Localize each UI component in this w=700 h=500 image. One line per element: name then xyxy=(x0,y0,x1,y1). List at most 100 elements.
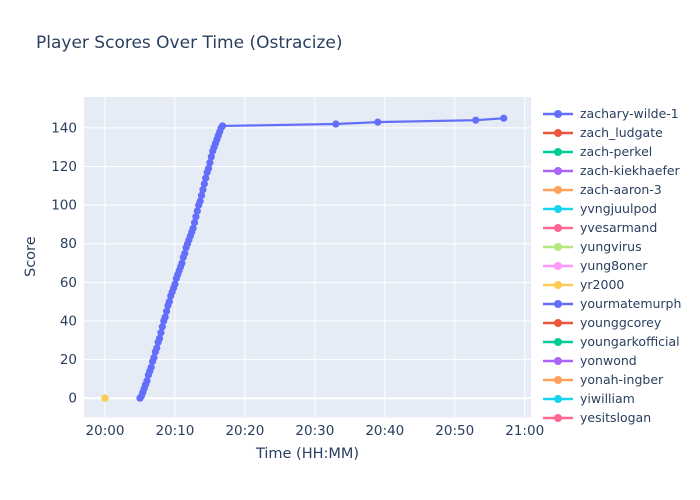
data-point xyxy=(158,323,166,331)
data-point xyxy=(193,207,201,215)
legend-label: yonah-ingber xyxy=(580,372,664,387)
data-point xyxy=(472,116,480,124)
legend-marker-icon xyxy=(543,413,573,422)
y-tick-label: 100 xyxy=(51,198,77,214)
data-point xyxy=(190,218,199,227)
legend-label: zach-kiekhaefer xyxy=(580,163,680,178)
data-point xyxy=(207,153,215,161)
legend-item[interactable]: zach_ludgate xyxy=(542,123,700,142)
y-tick-label: 60 xyxy=(60,275,77,291)
legend-label: yonwond xyxy=(580,353,637,368)
legend-item[interactable]: zachary-wilde-1 xyxy=(542,104,700,123)
x-tick-label: 20:10 xyxy=(155,423,194,439)
data-point xyxy=(178,259,186,267)
x-tick-label: 21:00 xyxy=(505,423,544,439)
data-point xyxy=(155,334,164,342)
data-point xyxy=(197,191,206,200)
y-tick-label: 0 xyxy=(68,391,77,407)
data-point xyxy=(202,174,210,182)
x-tick-label: 20:50 xyxy=(435,423,474,439)
legend-marker-icon xyxy=(543,242,573,251)
legend-label: youngarkofficial xyxy=(580,334,680,349)
legend-label: yung8oner xyxy=(580,258,648,273)
legend-item[interactable]: yvesarmand xyxy=(542,218,700,237)
x-tick-label: 20:40 xyxy=(365,423,404,439)
x-tick-label: 20:20 xyxy=(225,423,264,439)
y-tick-label: 80 xyxy=(60,236,77,252)
legend-item[interactable]: yonah-ingber xyxy=(542,370,700,389)
data-point xyxy=(192,213,200,221)
legend-item[interactable]: zach-perkel xyxy=(542,142,700,161)
data-point xyxy=(150,354,158,362)
plot-area[interactable] xyxy=(84,97,531,418)
legend-item[interactable]: yr2000 xyxy=(542,275,700,294)
legend-label: zach-aaron-3 xyxy=(580,182,662,197)
legend-label: yungvirus xyxy=(580,239,642,254)
y-tick-label: 140 xyxy=(51,120,77,136)
legend-marker-icon xyxy=(543,337,573,346)
legend: zachary-wilde-1 zach_ludgate zach-perkel za… xyxy=(542,104,700,425)
legend-item[interactable]: younggcorey xyxy=(542,313,700,332)
chart-title: Player Scores Over Time (Ostracize) xyxy=(36,33,343,53)
legend-marker-icon xyxy=(543,185,573,194)
data-point xyxy=(161,313,169,321)
legend-marker-icon xyxy=(543,318,573,327)
legend-item[interactable]: yung8oner xyxy=(542,256,700,275)
legend-marker-icon xyxy=(543,204,573,213)
data-point xyxy=(218,122,227,130)
x-tick-label: 20:00 xyxy=(86,423,125,439)
legend-item[interactable]: yungvirus xyxy=(542,237,700,256)
legend-marker-icon xyxy=(543,299,573,308)
series-yr2000 xyxy=(101,394,109,402)
legend-item[interactable]: zach-aaron-3 xyxy=(542,180,700,199)
legend-marker-icon xyxy=(543,166,573,175)
y-tick-label: 20 xyxy=(60,352,77,368)
legend-item[interactable]: youngarkofficial xyxy=(542,332,700,351)
y-tick-label: 40 xyxy=(60,313,77,329)
data-point xyxy=(162,307,171,315)
legend-marker-icon xyxy=(543,147,573,156)
data-point xyxy=(157,328,165,337)
legend-marker-icon xyxy=(543,128,573,137)
data-point xyxy=(196,197,204,205)
legend-label: zach-perkel xyxy=(580,144,653,159)
legend-label: yvesarmand xyxy=(580,220,658,235)
data-point xyxy=(147,363,155,371)
gridlines xyxy=(84,97,531,418)
legend-item[interactable]: yiwilliam xyxy=(542,389,700,408)
y-axis-title: Score xyxy=(23,236,39,277)
legend-label: yourmatemurph xyxy=(580,296,682,311)
legend-item[interactable]: yourmatemurph xyxy=(542,294,700,313)
legend-label: yiwilliam xyxy=(580,391,635,406)
legend-label: yr2000 xyxy=(580,277,625,292)
legend-marker-icon xyxy=(543,375,573,384)
legend-label: zach_ludgate xyxy=(580,125,663,140)
legend-marker-icon xyxy=(543,394,573,403)
data-point xyxy=(199,186,207,194)
legend-item[interactable]: yonwond xyxy=(542,351,700,370)
legend-label: zachary-wilde-1 xyxy=(580,106,679,121)
data-point xyxy=(374,118,382,126)
legend-marker-icon xyxy=(543,261,573,270)
data-point xyxy=(206,159,214,167)
legend-label: younggcorey xyxy=(580,315,662,330)
data-point xyxy=(500,114,508,122)
data-point xyxy=(153,344,161,352)
data-point xyxy=(181,249,189,257)
legend-item[interactable]: zach-kiekhaefer xyxy=(542,161,700,180)
legend-label: yvngjuulpod xyxy=(580,201,657,216)
data-point xyxy=(332,120,340,128)
y-tick-label: 120 xyxy=(51,159,77,175)
legend-marker-icon xyxy=(543,280,573,289)
legend-item[interactable]: yesitslogan xyxy=(542,408,700,425)
legend-item[interactable]: yvngjuulpod xyxy=(542,199,700,218)
data-point xyxy=(143,377,151,385)
data-point xyxy=(200,180,208,188)
x-tick-label: 20:30 xyxy=(295,423,334,439)
legend-marker-icon xyxy=(543,356,573,365)
data-point xyxy=(171,280,179,288)
legend-marker-icon xyxy=(543,109,573,118)
data-point xyxy=(101,394,109,402)
